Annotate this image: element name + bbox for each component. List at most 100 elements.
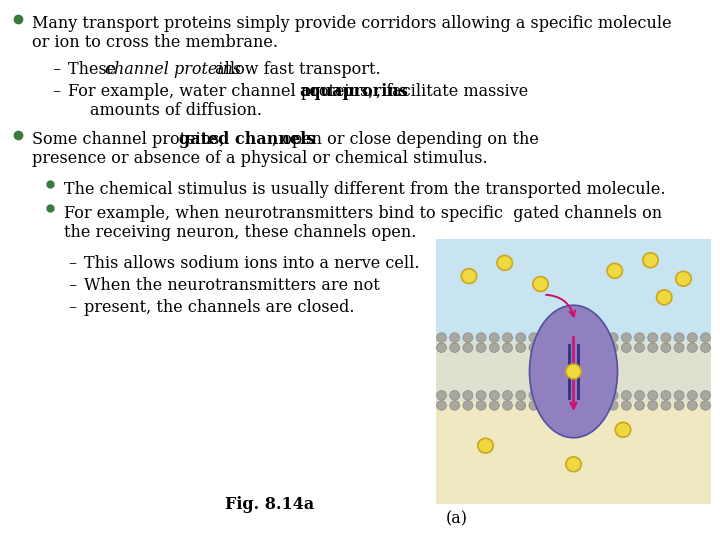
Circle shape bbox=[648, 401, 657, 410]
Circle shape bbox=[701, 390, 711, 400]
Circle shape bbox=[595, 333, 605, 342]
Circle shape bbox=[661, 343, 671, 353]
Circle shape bbox=[688, 390, 697, 400]
Circle shape bbox=[569, 401, 578, 410]
Circle shape bbox=[648, 333, 657, 342]
Circle shape bbox=[569, 390, 578, 400]
Circle shape bbox=[516, 401, 526, 410]
Circle shape bbox=[674, 343, 684, 353]
Text: aquaprorins: aquaprorins bbox=[299, 83, 408, 100]
Circle shape bbox=[490, 390, 499, 400]
Text: Fig. 8.14a: Fig. 8.14a bbox=[225, 496, 315, 513]
Circle shape bbox=[701, 333, 711, 342]
Circle shape bbox=[490, 333, 499, 342]
Circle shape bbox=[436, 401, 446, 410]
Circle shape bbox=[542, 390, 552, 400]
Circle shape bbox=[436, 390, 446, 400]
Circle shape bbox=[516, 333, 526, 342]
Text: The chemical stimulus is usually different from the transported molecule.: The chemical stimulus is usually differe… bbox=[64, 181, 665, 198]
Circle shape bbox=[555, 401, 565, 410]
Circle shape bbox=[621, 401, 631, 410]
Circle shape bbox=[476, 390, 486, 400]
Circle shape bbox=[476, 343, 486, 353]
Circle shape bbox=[503, 390, 513, 400]
Text: Some channel proteins,: Some channel proteins, bbox=[32, 131, 230, 148]
Circle shape bbox=[529, 343, 539, 353]
Circle shape bbox=[542, 401, 552, 410]
Circle shape bbox=[569, 333, 578, 342]
Circle shape bbox=[595, 343, 605, 353]
Circle shape bbox=[476, 333, 486, 342]
Circle shape bbox=[676, 271, 691, 286]
Circle shape bbox=[661, 390, 671, 400]
Circle shape bbox=[450, 401, 459, 410]
Text: or ion to cross the membrane.: or ion to cross the membrane. bbox=[32, 34, 278, 51]
Circle shape bbox=[478, 438, 493, 453]
Circle shape bbox=[503, 401, 513, 410]
Text: , facilitate massive: , facilitate massive bbox=[376, 83, 528, 100]
Circle shape bbox=[634, 343, 644, 353]
Text: channel proteins: channel proteins bbox=[105, 61, 241, 78]
Text: (a): (a) bbox=[446, 510, 468, 527]
Circle shape bbox=[555, 333, 565, 342]
Circle shape bbox=[529, 401, 539, 410]
Text: present, the channels are closed.: present, the channels are closed. bbox=[84, 299, 354, 316]
Circle shape bbox=[674, 333, 684, 342]
Circle shape bbox=[490, 343, 499, 353]
Bar bbox=[436, 239, 711, 342]
Circle shape bbox=[595, 390, 605, 400]
Circle shape bbox=[608, 390, 618, 400]
Text: These: These bbox=[68, 61, 122, 78]
Circle shape bbox=[701, 343, 711, 353]
Circle shape bbox=[674, 390, 684, 400]
Text: This allows sodium ions into a nerve cell.: This allows sodium ions into a nerve cel… bbox=[84, 255, 420, 272]
Circle shape bbox=[463, 401, 473, 410]
Circle shape bbox=[648, 390, 657, 400]
Text: For example, water channel proteins,: For example, water channel proteins, bbox=[68, 83, 379, 100]
Text: amounts of diffusion.: amounts of diffusion. bbox=[90, 102, 262, 119]
Circle shape bbox=[436, 333, 446, 342]
Text: –: – bbox=[52, 61, 60, 78]
Circle shape bbox=[582, 401, 592, 410]
Circle shape bbox=[607, 264, 623, 278]
Circle shape bbox=[643, 253, 658, 268]
Text: Many transport proteins simply provide corridors allowing a specific molecule: Many transport proteins simply provide c… bbox=[32, 15, 672, 32]
Circle shape bbox=[476, 401, 486, 410]
Circle shape bbox=[582, 333, 592, 342]
Text: the receiving neuron, these channels open.: the receiving neuron, these channels ope… bbox=[64, 224, 416, 241]
Circle shape bbox=[608, 343, 618, 353]
Circle shape bbox=[621, 333, 631, 342]
Circle shape bbox=[569, 343, 578, 353]
Bar bbox=[436, 342, 711, 401]
Circle shape bbox=[542, 343, 552, 353]
Circle shape bbox=[648, 343, 657, 353]
Circle shape bbox=[634, 401, 644, 410]
Text: –: – bbox=[68, 299, 76, 316]
Circle shape bbox=[463, 390, 473, 400]
Circle shape bbox=[490, 401, 499, 410]
Circle shape bbox=[503, 343, 513, 353]
Circle shape bbox=[608, 333, 618, 342]
Bar bbox=[436, 401, 711, 504]
Circle shape bbox=[621, 343, 631, 353]
Circle shape bbox=[634, 333, 644, 342]
Text: , open or close depending on the: , open or close depending on the bbox=[272, 131, 539, 148]
Circle shape bbox=[688, 333, 697, 342]
Circle shape bbox=[616, 422, 631, 437]
Circle shape bbox=[582, 343, 592, 353]
Circle shape bbox=[462, 269, 477, 284]
Text: –: – bbox=[68, 277, 76, 294]
Circle shape bbox=[529, 390, 539, 400]
Circle shape bbox=[516, 390, 526, 400]
Text: gated channels: gated channels bbox=[179, 131, 315, 148]
Circle shape bbox=[542, 333, 552, 342]
Circle shape bbox=[450, 390, 459, 400]
Circle shape bbox=[608, 401, 618, 410]
Text: –: – bbox=[52, 83, 60, 100]
Circle shape bbox=[701, 401, 711, 410]
Circle shape bbox=[661, 401, 671, 410]
Circle shape bbox=[582, 390, 592, 400]
Circle shape bbox=[503, 333, 513, 342]
Text: When the neurotransmitters are not: When the neurotransmitters are not bbox=[84, 277, 379, 294]
Circle shape bbox=[566, 457, 581, 471]
